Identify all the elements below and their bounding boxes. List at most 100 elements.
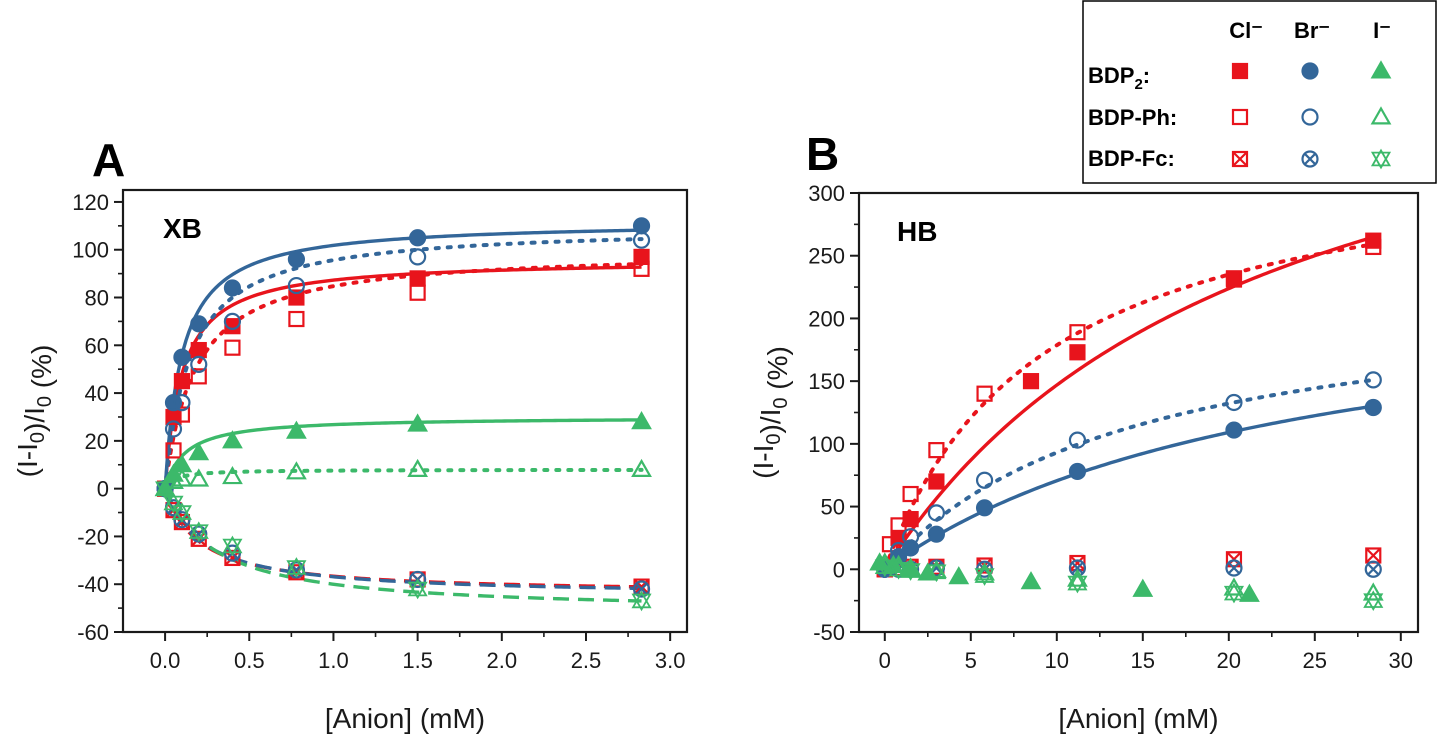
y-tick-label: 0 (97, 477, 109, 502)
data-point-br-bdp-ph (173, 394, 191, 412)
y-tick-label: -20 (77, 524, 109, 549)
data-point-cl-bdp2 (190, 341, 207, 359)
data-point-br-bdp-ph (1225, 393, 1243, 412)
data-point-i-bdp2 (1132, 578, 1154, 597)
data-point-i-bdp-ph (163, 470, 184, 489)
data-point-cl-bdp-ph (1225, 271, 1243, 288)
x-tick-label: 0.0 (150, 648, 181, 673)
data-point-br-bdp2 (223, 279, 242, 297)
panel-b-chart: 0 5 10 15 20 25 30 -50 0 50 100 150 200 250 300 [Anion]… (748, 181, 1420, 734)
data-point-i-bdp-ph (874, 552, 896, 571)
legend-marker-cl-filled (1231, 62, 1249, 80)
data-point-i-bdp2 (407, 413, 429, 432)
legend-row-bdp-fc: BDP-Fc: (1088, 146, 1175, 171)
data-point-cl-bdp2 (1069, 344, 1086, 361)
fit-curve-cl-bdp-ph (163, 262, 644, 491)
legend-markers (1231, 60, 1392, 170)
data-point-i-bdp-fc (631, 590, 652, 612)
x-axis-title: [Anion] (mM) (1058, 703, 1218, 734)
data-point-br-bdp2 (287, 250, 306, 268)
data-point-cl-bdp-ph (633, 260, 650, 277)
data-point-cl-bdp-ph (409, 284, 426, 301)
legend-marker-br-open (1301, 108, 1319, 126)
y-tick-label: 80 (85, 286, 109, 311)
y-tick-label: -60 (77, 620, 109, 645)
data-point-br-bdp-ph (287, 276, 306, 295)
x-axis-title: [Anion] (mM) (325, 703, 485, 734)
data-point-i-bdp2 (188, 442, 210, 461)
legend-col-i: I⁻ (1373, 18, 1391, 43)
data-point-cl-bdp-ph (190, 368, 207, 385)
y-tick-label: 100 (72, 238, 109, 263)
data-point-br-bdp-fc (1364, 560, 1382, 578)
y-tick-label: 40 (85, 381, 109, 406)
legend-row-bdp-ph: BDP-Ph: (1088, 105, 1177, 130)
y-axis-title: (I-I0)/I0 (%) (748, 346, 793, 479)
data-point-cl-bdp-ph (224, 339, 241, 356)
data-point-br-bdp-ph (632, 231, 651, 249)
data-point-i-bdp-fc (163, 492, 184, 514)
x-tick-label: 2.5 (571, 648, 602, 673)
panel-b-label: B (806, 128, 839, 180)
data-point-cl-bdp-ph (928, 442, 945, 459)
regime-label: XB (163, 213, 202, 244)
x-tick-label: 15 (1131, 648, 1155, 673)
legend: Cl⁻ Br⁻ I⁻ BDP2: BDP-Ph: BDP-Fc: (1082, 0, 1437, 184)
fit-curve-br-bdp2 (883, 404, 1374, 571)
data-point-i-bdp-fc (874, 556, 895, 578)
fit-curve-br-bdp-ph (163, 237, 644, 491)
data-point-cl-bdp2 (288, 289, 305, 306)
data-point-cl-bdp-ph (890, 517, 907, 534)
data-point-i-bdp-fc (974, 565, 995, 586)
panel-a-chart: 0.0 0.5 1.0 1.5 2.0 2.5 3.0 -60 -40 -20 0 20 40 60 80 1… (12, 188, 689, 734)
x-tick-label: 3.0 (655, 648, 686, 673)
data-point-cl-bdp-ph (1365, 238, 1382, 256)
fit-curve-cl-bdp-fc (163, 488, 642, 589)
data-point-i-bdp-fc (222, 535, 243, 557)
legend-marker-i-filled (1370, 60, 1392, 79)
data-point-i-bdp-ph (1067, 568, 1088, 587)
data-point-br-bdp-ph (223, 312, 242, 331)
data-point-i-bdp-ph (407, 458, 429, 478)
data-point-br-bdp-ph (901, 528, 920, 546)
x-tick-label: 1.0 (318, 648, 349, 673)
y-tick-label: -40 (77, 572, 109, 597)
y-tick-label: 100 (808, 432, 845, 457)
data-point-i-bdp-fc (1363, 590, 1384, 611)
y-tick-label: 120 (72, 190, 109, 215)
data-point-cl-bdp-ph (1069, 324, 1086, 341)
legend-col-br: Br⁻ (1294, 18, 1330, 43)
data-point-br-bdp-ph (927, 504, 946, 522)
data-point-i-bdp-fc (407, 578, 428, 600)
data-point-i-bdp2 (286, 420, 307, 439)
legend-marker-i-crossed (1370, 148, 1392, 170)
data-point-i-bdp-fc (286, 557, 307, 578)
fit-curve-i-bdp-ph (163, 467, 644, 491)
data-point-br-bdp-ph (975, 471, 994, 489)
data-point-cl-bdp-fc (1365, 547, 1382, 564)
data-point-i-bdp-ph (1362, 582, 1384, 601)
data-point-i-bdp-ph (631, 458, 652, 478)
y-tick-label: 250 (808, 244, 845, 269)
data-point-cl-bdp-ph (902, 485, 919, 503)
legend-col-cl: Cl⁻ (1229, 18, 1263, 43)
data-point-cl-bdp2 (1022, 373, 1040, 390)
x-tick-label: 25 (1303, 648, 1327, 673)
x-tick-label: 1.5 (402, 648, 433, 673)
data-point-br-bdp-fc (632, 580, 651, 598)
fit-curve-i-bdp2 (163, 418, 642, 490)
legend-marker-cl-crossed (1231, 150, 1249, 168)
y-tick-label: 200 (808, 306, 845, 331)
data-point-br-bdp-ph (409, 248, 427, 266)
data-point-br-bdp2 (927, 525, 946, 543)
data-point-cl-bdp2 (409, 270, 426, 287)
data-point-i-bdp-fc (900, 560, 921, 581)
data-point-br-bdp2 (632, 217, 651, 235)
data-point-i-bdp-ph (171, 468, 193, 487)
x-tick-label: 5 (965, 648, 977, 673)
y-tick-label: -50 (813, 620, 845, 645)
data-point-i-bdp2 (948, 566, 970, 585)
y-tick-label: 150 (808, 369, 845, 394)
data-point-cl-bdp2 (173, 373, 191, 390)
